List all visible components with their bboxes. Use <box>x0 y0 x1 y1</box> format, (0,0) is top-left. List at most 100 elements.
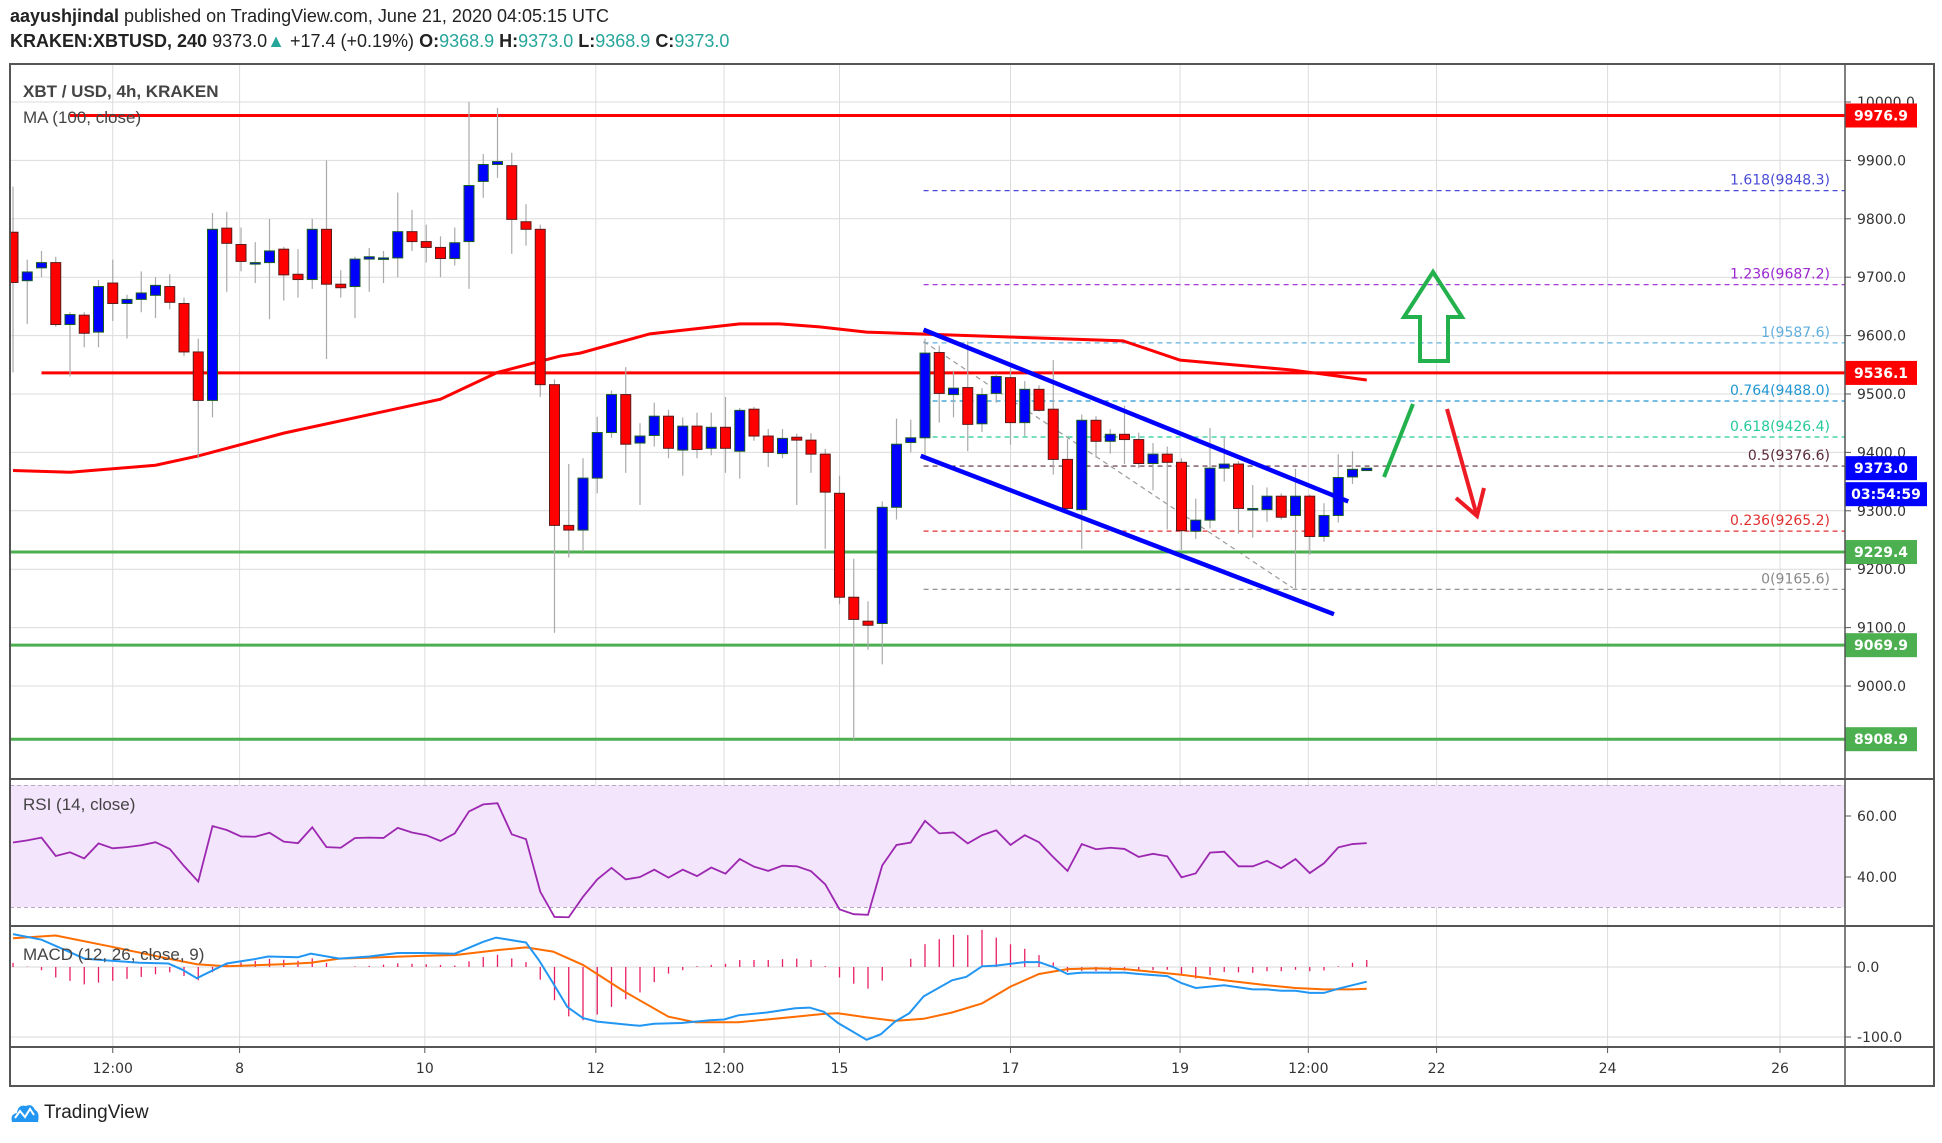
low-label: L: <box>578 31 596 51</box>
candle-down <box>1176 461 1187 532</box>
price-pane[interactable]: 1.618(9848.3) 1.236(9687.2) 1(9587.6) 0.764… <box>8 102 1845 741</box>
level-price-badge-bg <box>1845 103 1917 128</box>
candle-up <box>492 161 503 165</box>
candle-up <box>1247 507 1259 511</box>
symbol-info: KRAKEN:XBTUSD, 240 9373.0▲ +17.4 (+0.19%… <box>10 31 729 52</box>
price-tick-label: 9700.0 <box>1857 270 1906 286</box>
price-change: +17.4 (+0.19%) <box>289 31 415 51</box>
price-tick-label: 9600.0 <box>1857 329 1906 345</box>
candle-down <box>10 231 19 283</box>
author-name[interactable]: aayushjindal <box>10 6 120 26</box>
macd-legend[interactable]: MACD (12, 26, close, 9) <box>23 945 204 964</box>
price-tick-label: 9300.0 <box>1857 504 1906 520</box>
time-tick-label: 8 <box>235 1061 244 1077</box>
candle-up <box>463 185 475 243</box>
time-tick-label: 24 <box>1599 1061 1617 1077</box>
low-value: 9368.9 <box>595 31 651 51</box>
candle-down <box>1090 419 1102 442</box>
level-price-badge: 8908.9 <box>1854 732 1908 748</box>
candle-up <box>150 284 161 296</box>
candle-up <box>577 477 589 531</box>
publish-text: published on TradingView.com, June 21, 2… <box>119 6 610 26</box>
rsi-band-guides <box>10 785 1845 908</box>
fib-level-label: 0.764(9488.0) <box>1730 383 1830 399</box>
level-price-badge-bg <box>1845 360 1917 385</box>
candle-down <box>620 394 632 445</box>
macd-pane[interactable] <box>12 929 1368 1041</box>
rsi-pane[interactable] <box>12 802 1367 919</box>
candle-up <box>64 314 76 326</box>
candle-up <box>990 375 1002 394</box>
candle-up <box>976 394 988 425</box>
candle-up <box>1347 468 1358 478</box>
time-tick-label: 12:00 <box>93 1061 133 1077</box>
candle-down <box>748 408 760 437</box>
candle-down <box>834 492 845 598</box>
candle-up <box>591 432 603 479</box>
last-price: 9373.0 <box>212 31 268 51</box>
channel-upper-line <box>922 327 1350 504</box>
level-price-badge: 9536.1 <box>1854 366 1908 382</box>
rsi-tick-label: 40.00 <box>1857 870 1897 886</box>
candle-down <box>235 243 247 262</box>
candle-down <box>791 436 803 441</box>
time-tick-label: 12:00 <box>1288 1061 1328 1077</box>
close-label: C: <box>655 31 675 51</box>
candle-up <box>1261 495 1273 511</box>
high-value: 9373.0 <box>518 31 574 51</box>
candle-up <box>349 258 361 288</box>
candle-up <box>1318 514 1330 537</box>
tradingview-brand: TradingView <box>44 1102 149 1123</box>
fib-trendline <box>923 340 1293 589</box>
candle-up <box>449 242 461 260</box>
time-tick-label: 12:00 <box>704 1061 744 1077</box>
macd-line <box>12 933 1367 1041</box>
ma-legend[interactable]: MA (100, close) <box>23 108 141 127</box>
fib-level-label: 0.618(9426.4) <box>1730 419 1830 435</box>
candle-up <box>919 352 931 439</box>
candle-up <box>1104 433 1116 442</box>
price-tick-label: 9500.0 <box>1857 387 1906 403</box>
candle-down <box>563 524 575 531</box>
tradingview-logo[interactable]: TradingView <box>10 1102 149 1124</box>
candle-down <box>1033 388 1045 411</box>
candle-down <box>1047 408 1059 460</box>
price-tick-label: 9200.0 <box>1857 562 1906 578</box>
level-price-badge-bg <box>1845 540 1917 565</box>
bar-countdown: 03:54:59 <box>1851 487 1921 503</box>
fib-level-label: 0.5(9376.6) <box>1748 448 1830 464</box>
open-value: 9368.9 <box>439 31 495 51</box>
candle-down <box>435 246 446 260</box>
candle-up <box>306 228 318 281</box>
candle-up <box>1290 495 1301 516</box>
red-down-arrow-icon <box>1454 487 1486 520</box>
time-tick-label: 15 <box>831 1061 849 1077</box>
candle-down <box>1119 433 1130 441</box>
candle-up <box>905 437 917 443</box>
candle-down <box>221 227 233 244</box>
rsi-legend[interactable]: RSI (14, close) <box>23 795 135 814</box>
bearish-path-line <box>1445 408 1479 517</box>
candle-down <box>192 351 204 401</box>
rsi-tick-label: 60.00 <box>1857 809 1897 825</box>
candle-down <box>321 228 332 285</box>
candle-down <box>862 620 874 626</box>
chart-frame <box>9 63 1935 1087</box>
macd-signal-line <box>12 934 1367 1024</box>
price-tick-label: 9900.0 <box>1857 153 1906 169</box>
candle-up <box>777 437 788 455</box>
candle-up <box>1218 463 1230 469</box>
candle-down <box>762 435 774 453</box>
candle-up <box>121 298 133 304</box>
candle-up <box>21 271 33 282</box>
candle-down <box>164 286 176 303</box>
green-up-arrow-icon <box>1400 268 1466 363</box>
candle-up <box>705 426 717 449</box>
candle-up <box>249 262 261 265</box>
candle-up <box>378 257 389 260</box>
time-tick-label: 17 <box>1002 1061 1020 1077</box>
price-tick-label: 9000.0 <box>1857 679 1906 695</box>
fib-level-label: 0(9165.6) <box>1761 571 1830 587</box>
countdown-badge-bg <box>1845 482 1927 507</box>
